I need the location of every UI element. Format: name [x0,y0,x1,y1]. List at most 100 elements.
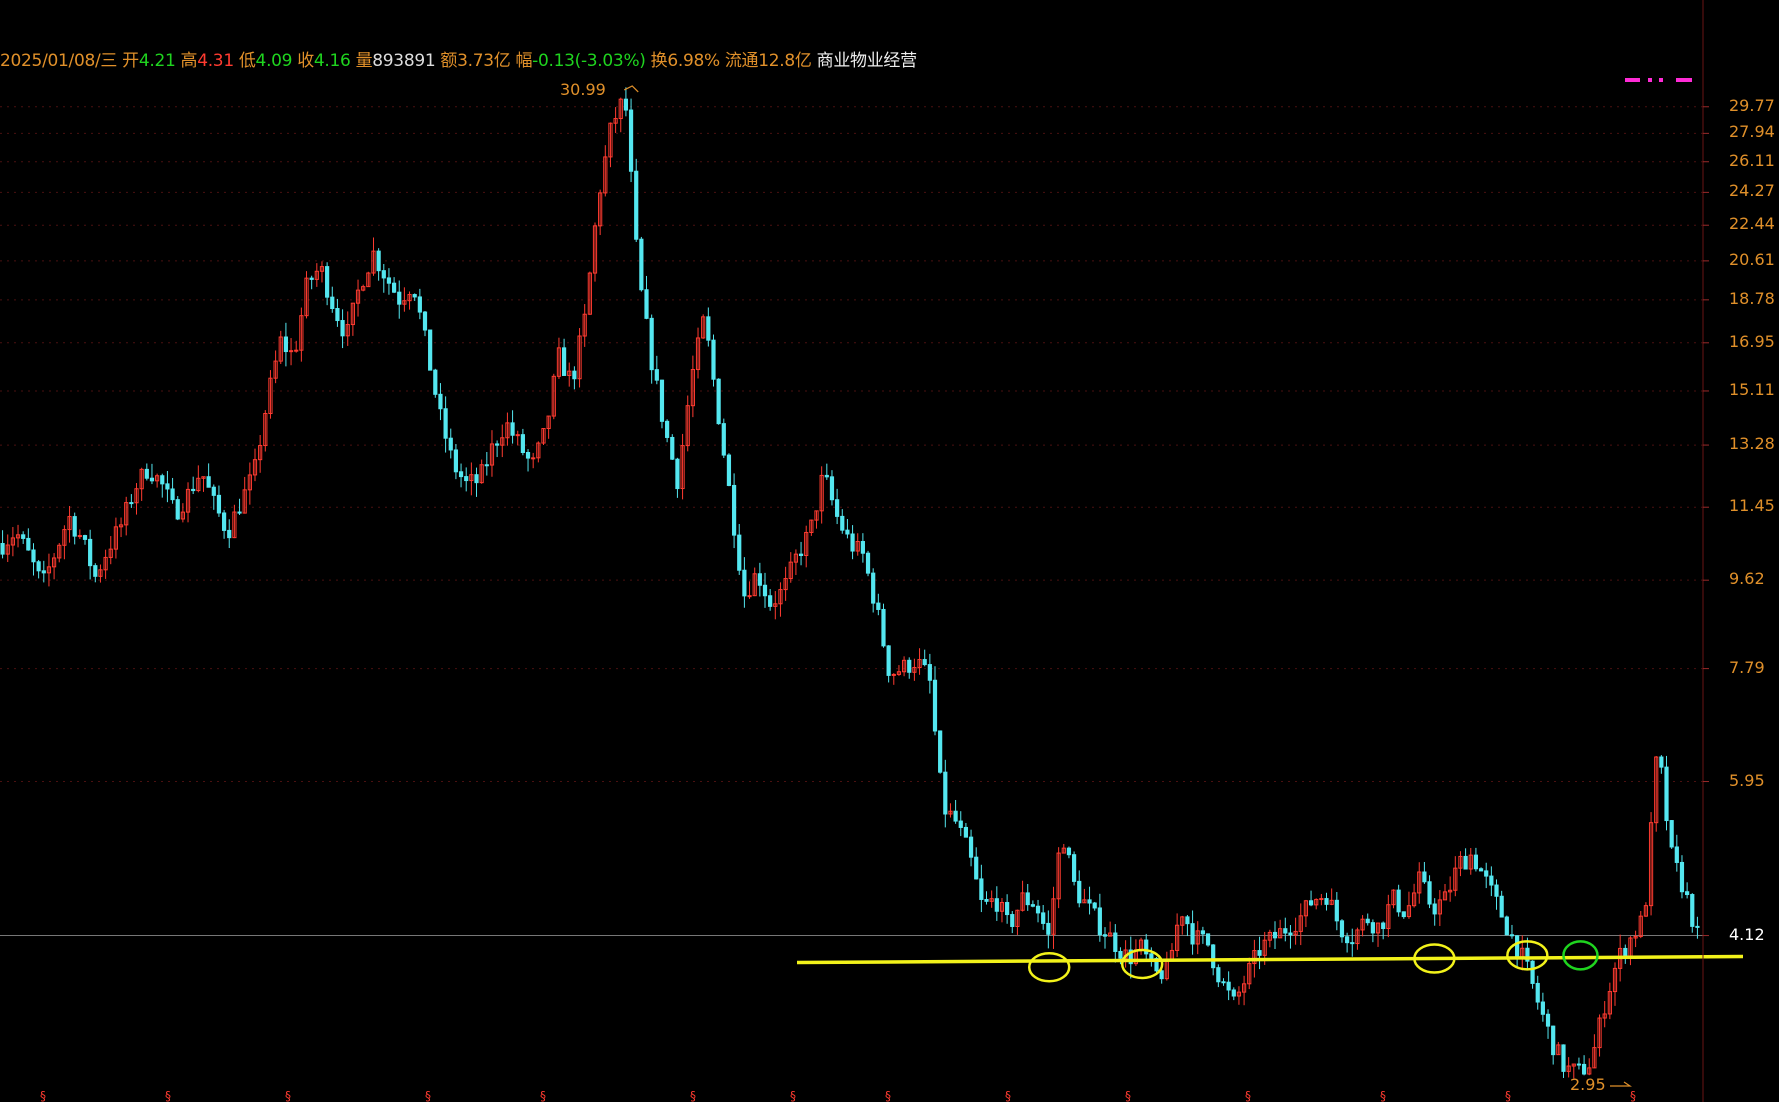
candle-body [1654,756,1659,824]
candle-body [1571,1063,1576,1067]
candle-body [10,537,15,546]
candle-body [386,277,392,284]
candle-body [932,679,938,732]
candle-body [1319,898,1324,901]
candle-body [1221,981,1226,984]
candle-body [922,659,927,666]
candle-body [623,98,629,111]
candle-body [881,608,886,647]
candle-body [855,541,860,552]
candle-body [1257,950,1262,956]
candle-body [613,118,618,124]
open-label: 开 [122,51,139,71]
candle-body [634,170,639,240]
candle-body [778,589,783,605]
candle-body [1025,892,1030,906]
candle-body [809,519,814,533]
candle-body [762,584,768,597]
candle-body [525,452,531,459]
candle-body [860,541,865,554]
candle-body [1602,1013,1607,1019]
event-marker: § [540,1089,546,1102]
close-value: 4.16 [313,51,351,71]
candle-body [67,516,72,531]
candle-body [1551,1025,1556,1056]
candle-body [1097,907,1102,936]
candle-body [500,437,505,446]
candle-body [1381,922,1386,930]
candle-body [999,902,1005,912]
candle-body [1314,898,1319,906]
candle-body [1066,847,1072,856]
candle-body [1252,950,1257,965]
change-value: -0.13(-3.03%) [532,51,646,71]
candle-body [886,645,891,676]
y-tick-label: 26.11 [1729,150,1775,170]
candle-body [577,335,582,380]
candle-body [505,422,510,439]
candle-body [1535,982,1540,1003]
y-tick-label: 9.62 [1729,569,1765,589]
y-tick-label: 11.45 [1729,496,1775,516]
candle-body [98,569,103,577]
candle-body [737,534,742,571]
candle-body [1355,929,1360,945]
candle-body [1293,930,1298,936]
candle-body [1453,867,1458,891]
candle-body [865,552,871,574]
candle-body [871,572,876,604]
candle-body [1545,1013,1551,1027]
candle-body [1278,928,1283,939]
candle-body [103,556,108,571]
candle-body [0,543,5,555]
candle-body [232,511,237,539]
candle-body [108,548,113,558]
candle-body [299,315,304,351]
candle-body [974,856,979,880]
candle-body [1494,884,1499,897]
event-marker: § [165,1089,171,1102]
candle-body [345,324,350,337]
y-tick-label: 24.27 [1729,181,1775,201]
candle-body [1288,932,1293,936]
candle-body [335,308,340,322]
candle-body [551,375,556,417]
candle-body [572,370,577,380]
candle-body [381,270,386,279]
candle-body [1669,820,1674,848]
candle-body [1216,967,1221,983]
candle-body [927,664,932,681]
candle-body [402,300,407,305]
candle-body [319,266,325,272]
candle-body [1077,880,1082,904]
candle-body [1211,944,1216,969]
candle-body [1061,847,1066,854]
candle-body [134,488,139,504]
candle-body [1030,904,1035,907]
candle-body [510,422,515,436]
candle-body [592,225,598,274]
candle-body [314,270,319,280]
candle-body [31,549,36,563]
open-value: 4.21 [138,51,176,71]
candle-body [469,474,474,482]
candle-body [907,659,912,673]
candle-body [1406,905,1412,918]
candle-body [1607,991,1612,1015]
turnover-value: 6.98% [667,51,720,71]
event-marker: § [790,1089,796,1102]
candle-body [1051,898,1056,935]
candle-body [46,566,52,574]
candle-body [118,524,124,528]
y-tick-label: 29.77 [1729,95,1775,115]
candle-body [1401,911,1406,918]
candle-body [1350,942,1355,945]
candle-body [1360,918,1365,931]
candle-body [1283,928,1288,934]
candle-body [330,296,335,310]
candle-body [211,486,216,496]
candle-body [417,296,422,313]
yellow-circle [1506,940,1549,971]
candle-body [443,408,448,439]
candle-body [160,475,165,485]
